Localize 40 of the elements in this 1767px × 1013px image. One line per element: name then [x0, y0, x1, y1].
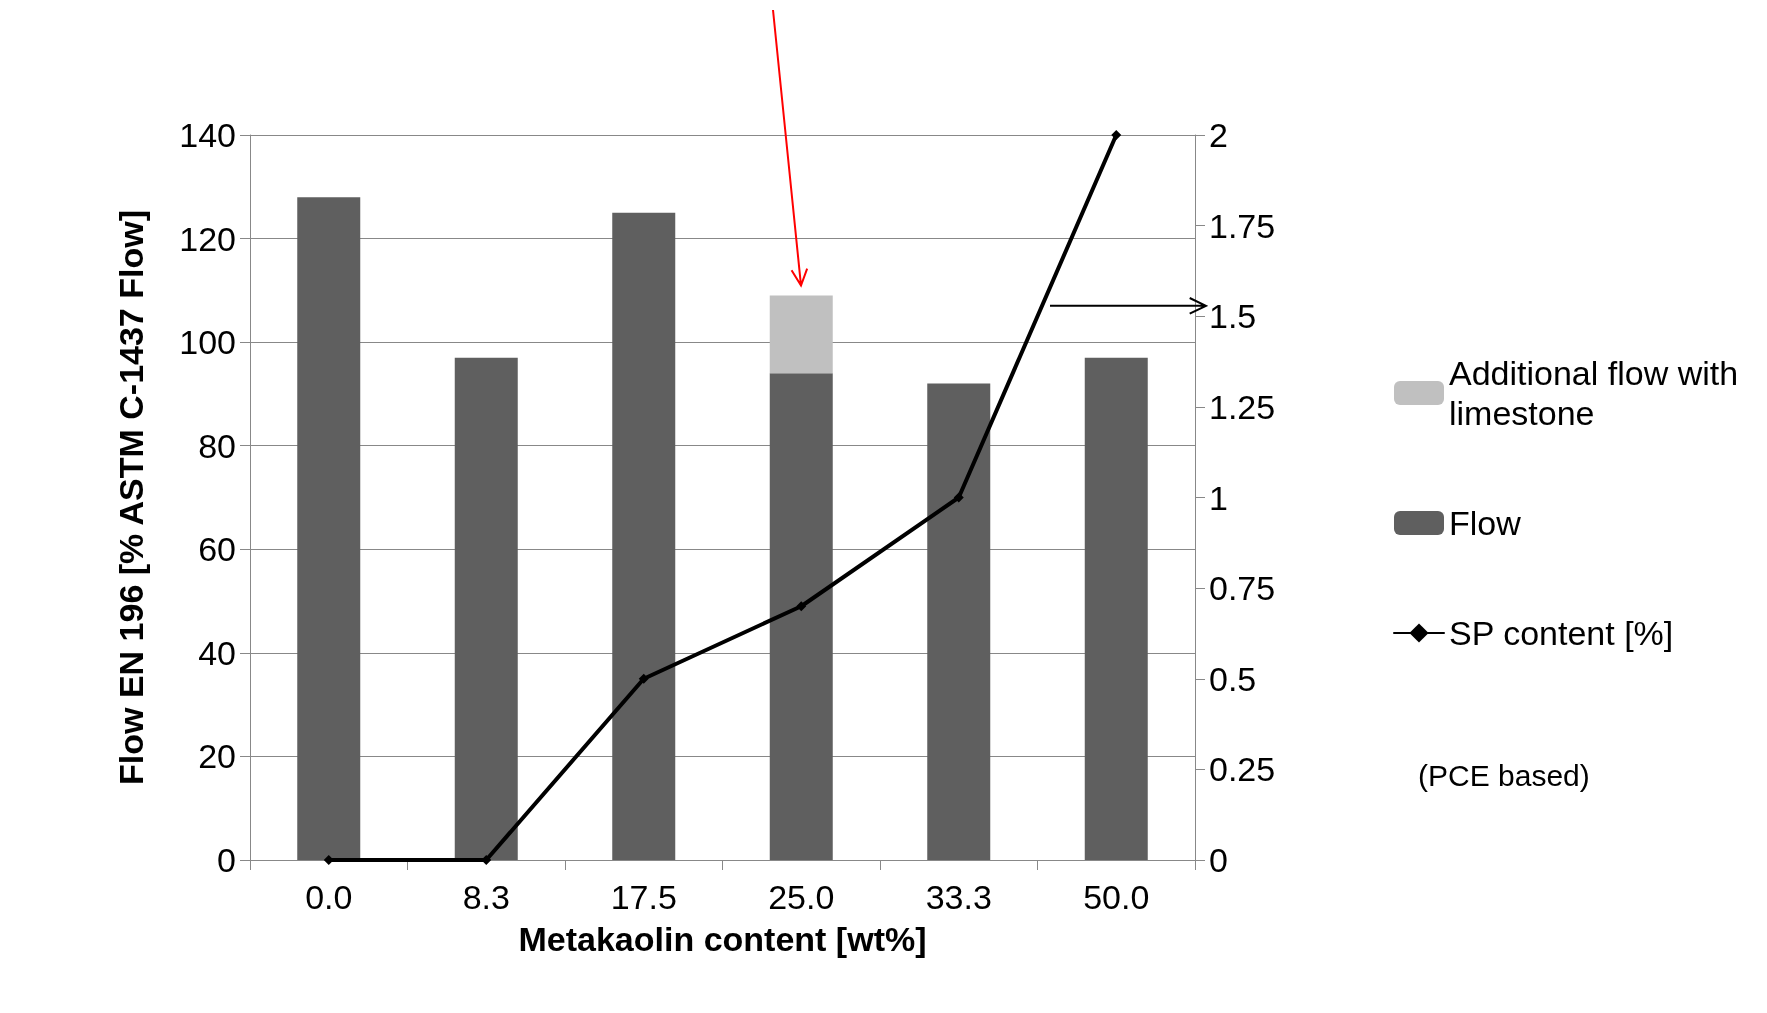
bar: [454, 357, 518, 860]
y-tick-label: 0: [217, 841, 236, 879]
point: [953, 492, 964, 503]
point: [1111, 130, 1122, 140]
point: [796, 601, 807, 612]
legend-label: Additional flow with limestone: [1449, 354, 1748, 432]
y-tick-label: 80: [198, 426, 236, 465]
y2-tick-label: 0: [1209, 841, 1228, 879]
y-tick-label: 140: [179, 116, 236, 154]
x-axis-title: Metakaolin content [wt%]: [518, 920, 927, 958]
y2-tick-label: 0.5: [1209, 659, 1257, 698]
bar: [927, 383, 991, 860]
bar: [1084, 357, 1148, 860]
bar: [769, 373, 833, 860]
x-tick-label: 50.0: [1083, 878, 1150, 916]
y2-tick-label: 0.75: [1209, 569, 1276, 608]
y-tick-label: 40: [198, 633, 236, 672]
point: [638, 673, 649, 684]
legend-label: Flow: [1449, 504, 1522, 542]
y2-tick-label: 1.75: [1209, 206, 1276, 245]
y-tick-label: 20: [198, 737, 236, 776]
y-tick-label: 100: [179, 323, 236, 362]
bar: [297, 197, 361, 860]
y2-tick-label: 2: [1209, 116, 1228, 154]
text: (PCE based): [1418, 758, 1590, 792]
y2-tick-label: 1.5: [1209, 297, 1257, 336]
x-tick-label: 8.3: [462, 878, 510, 916]
y-tick-label: 120: [179, 219, 236, 258]
bar: [612, 212, 676, 860]
x-tick-label: 17.5: [610, 878, 677, 916]
y-tick-label: 60: [198, 530, 236, 569]
y2-tick-label: 0.25: [1209, 750, 1276, 789]
y2-tick-label: 1: [1209, 478, 1228, 517]
x-tick-label: 25.0: [768, 878, 835, 916]
x-tick-label: 0.0: [305, 878, 353, 916]
x-tick-label: 33.3: [925, 878, 992, 916]
bar: [769, 295, 833, 374]
y-axis-title: Flow EN 196 [% ASTM C-1437 Flow]: [112, 210, 150, 785]
legend-label: SP content [%]: [1449, 614, 1674, 652]
y2-tick-label: 1.25: [1209, 387, 1276, 426]
